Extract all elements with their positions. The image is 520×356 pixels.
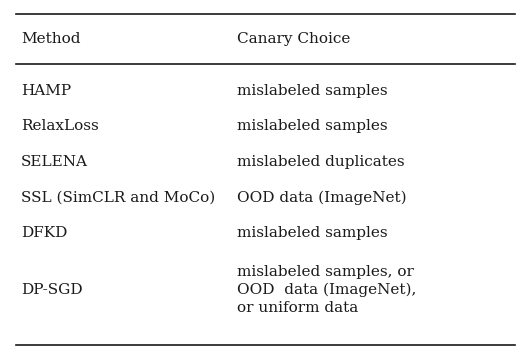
Text: mislabeled duplicates: mislabeled duplicates <box>237 155 404 169</box>
Text: SSL (SimCLR and MoCo): SSL (SimCLR and MoCo) <box>21 190 215 205</box>
Text: OOD data (ImageNet): OOD data (ImageNet) <box>237 190 406 205</box>
Text: SELENA: SELENA <box>21 155 88 169</box>
Text: mislabeled samples: mislabeled samples <box>237 84 387 98</box>
Text: RelaxLoss: RelaxLoss <box>21 119 99 134</box>
Text: DP-SGD: DP-SGD <box>21 283 83 297</box>
Text: Method: Method <box>21 32 80 46</box>
Text: HAMP: HAMP <box>21 84 71 98</box>
Text: Canary Choice: Canary Choice <box>237 32 350 46</box>
Text: mislabeled samples, or
OOD  data (ImageNet),
or uniform data: mislabeled samples, or OOD data (ImageNe… <box>237 265 416 315</box>
Text: mislabeled samples: mislabeled samples <box>237 226 387 240</box>
Text: mislabeled samples: mislabeled samples <box>237 119 387 134</box>
Text: DFKD: DFKD <box>21 226 67 240</box>
